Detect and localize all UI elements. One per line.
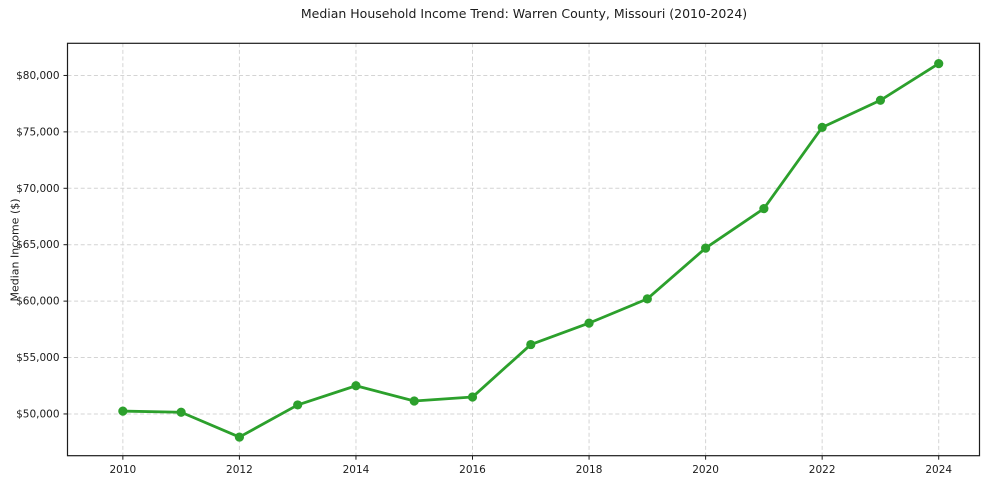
trend-line <box>121 62 941 439</box>
chart-title: Median Household Income Trend: Warren Co… <box>300 6 748 21</box>
x-tick-label: 2024 <box>925 464 952 476</box>
data-point <box>642 294 652 304</box>
data-point <box>176 407 186 417</box>
y-tick-label: $80,000 <box>16 70 59 82</box>
x-tick-label: 2018 <box>576 464 603 476</box>
data-point <box>467 392 478 402</box>
data-point <box>701 243 711 253</box>
data-point <box>817 122 827 132</box>
x-tick-label: 2022 <box>809 464 836 476</box>
data-point <box>584 318 594 328</box>
data-point <box>234 432 245 442</box>
data-point <box>351 381 361 391</box>
x-tick-label: 2010 <box>109 464 136 476</box>
data-point <box>759 203 769 214</box>
y-tick-label: $60,000 <box>16 296 59 308</box>
data-point <box>875 95 886 105</box>
x-tick-label: 2014 <box>343 464 370 476</box>
x-tick-label: 2016 <box>459 464 486 476</box>
y-tick-label: $70,000 <box>16 183 59 195</box>
y-tick-label: $75,000 <box>16 126 59 138</box>
y-axis-label: Median Income ($) <box>8 198 22 302</box>
data-point <box>293 400 303 410</box>
y-tick-label: $55,000 <box>16 352 59 364</box>
data-point <box>118 406 128 416</box>
y-tick-label: $50,000 <box>16 408 59 420</box>
data-point <box>934 59 944 69</box>
data-point <box>409 396 419 406</box>
x-tick-label: 2020 <box>692 464 719 476</box>
data-point <box>526 339 536 350</box>
y-tick-label: $65,000 <box>16 239 59 251</box>
x-tick-label: 2012 <box>226 464 253 476</box>
plot-border <box>66 42 981 457</box>
